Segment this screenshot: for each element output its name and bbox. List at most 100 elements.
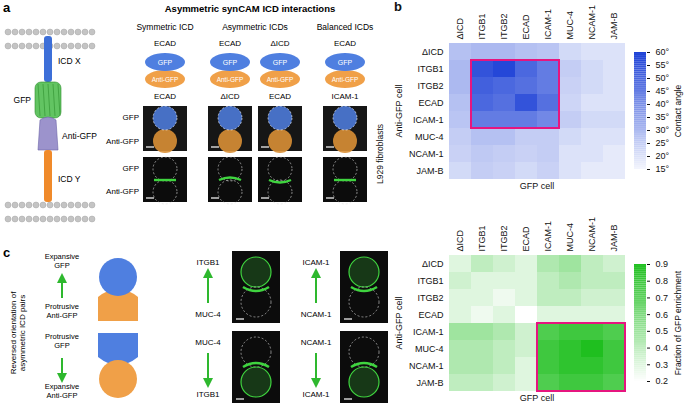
html-text:Anti-GFP cell: Anti-GFP cell [394, 296, 404, 349]
svg-text:ECAD: ECAD [154, 39, 176, 48]
svg-text:Anti-GFP: Anti-GFP [332, 76, 359, 83]
svg-text:Anti-GFP: Anti-GFP [106, 187, 139, 196]
svg-text:ICAM-1: ICAM-1 [413, 327, 444, 337]
svg-text:ITGB1: ITGB1 [477, 225, 487, 251]
svg-text:ECAD: ECAD [154, 92, 176, 101]
svg-text:NCAM-1: NCAM-1 [409, 361, 444, 371]
html-text:GFP cell: GFP cell [519, 181, 555, 191]
svg-text:35°: 35° [656, 112, 670, 122]
svg-text:Anti-GFP: Anti-GFP [267, 76, 294, 83]
svg-text:0.4: 0.4 [656, 343, 669, 353]
svg-text:0.6: 0.6 [656, 310, 669, 320]
svg-text:15°: 15° [656, 164, 670, 174]
svg-text:ITGB2: ITGB2 [499, 13, 509, 39]
svg-text:ITGB2: ITGB2 [417, 293, 443, 303]
svg-text:ICAM-1: ICAM-1 [413, 115, 444, 125]
svg-text:60°: 60° [656, 47, 670, 57]
svg-text:JAM-B: JAM-B [417, 166, 444, 176]
html-text:GFP cell: GFP cell [519, 393, 555, 403]
svg-text:0.7: 0.7 [656, 293, 669, 303]
svg-text:MUC-4: MUC-4 [415, 344, 444, 354]
svg-text:ΔICD: ΔICD [422, 259, 444, 269]
svg-text:ITGB2: ITGB2 [499, 225, 509, 251]
svg-text:GFP: GFP [273, 59, 288, 66]
svg-text:NCAM-1: NCAM-1 [587, 217, 597, 252]
svg-text:ExpansiveGFP: ExpansiveGFP [45, 252, 80, 270]
svg-text:GFP: GFP [14, 95, 32, 105]
svg-text:NCAM-1: NCAM-1 [301, 310, 332, 319]
svg-text:Anti-GFP: Anti-GFP [217, 76, 244, 83]
svg-text:MUC-4: MUC-4 [415, 132, 444, 142]
svg-text:Balanced ICDs: Balanced ICDs [317, 22, 374, 32]
svg-text:20°: 20° [656, 151, 670, 161]
svg-text:0.2: 0.2 [656, 376, 669, 386]
svg-text:ΔICD: ΔICD [455, 229, 465, 251]
svg-text:ITGB2: ITGB2 [417, 81, 443, 91]
html-text:Contact angle: Contact angle [673, 84, 683, 137]
svg-text:ΔICD: ΔICD [422, 47, 444, 57]
svg-text:ITGB1: ITGB1 [477, 13, 487, 39]
svg-text:ICAM-1: ICAM-1 [302, 390, 330, 399]
svg-text:ICAM-1: ICAM-1 [543, 9, 553, 40]
svg-text:ProtrusiveAnti-GFP: ProtrusiveAnti-GFP [45, 302, 79, 320]
html-text:Fraction of GFP enrichment: Fraction of GFP enrichment [673, 270, 683, 375]
svg-text:NCAM-1: NCAM-1 [409, 149, 444, 159]
svg-text:NCAM-1: NCAM-1 [301, 338, 332, 347]
svg-text:ITGB1: ITGB1 [417, 276, 443, 286]
svg-text:ΔICD: ΔICD [220, 92, 239, 101]
svg-text:GFP: GFP [123, 113, 139, 122]
svg-text:55°: 55° [656, 60, 670, 70]
svg-text:c: c [3, 245, 10, 260]
svg-text:GFP: GFP [223, 59, 238, 66]
svg-text:ECAD: ECAD [521, 226, 531, 252]
svg-text:45°: 45° [656, 86, 670, 96]
svg-text:0.5: 0.5 [656, 326, 669, 336]
svg-text:ΔICD: ΔICD [455, 17, 465, 39]
svg-text:Anti-GFP: Anti-GFP [62, 131, 97, 141]
svg-text:ITGB1: ITGB1 [196, 390, 220, 399]
svg-text:ECAD: ECAD [521, 14, 531, 40]
svg-text:ECAD: ECAD [418, 98, 444, 108]
svg-text:MUC-4: MUC-4 [565, 11, 575, 40]
svg-text:Symmetric ICD: Symmetric ICD [136, 22, 193, 32]
svg-text:ICAM-1: ICAM-1 [331, 92, 359, 101]
svg-text:ECAD: ECAD [418, 310, 444, 320]
svg-text:ECAD: ECAD [334, 39, 356, 48]
svg-text:Anti-GFP: Anti-GFP [106, 137, 139, 146]
svg-text:ICD X: ICD X [58, 56, 81, 66]
svg-text:MUC-4: MUC-4 [195, 310, 221, 319]
svg-text:ITGB1: ITGB1 [196, 258, 220, 267]
svg-text:ProtrusiveGFP: ProtrusiveGFP [45, 332, 79, 350]
svg-text:0.8: 0.8 [656, 276, 669, 286]
svg-text:ExpansiveAnti-GFP: ExpansiveAnti-GFP [45, 382, 80, 400]
svg-text:30°: 30° [656, 125, 670, 135]
svg-text:MUC-4: MUC-4 [565, 223, 575, 252]
svg-text:JAM-B: JAM-B [609, 225, 619, 252]
svg-text:a: a [3, 0, 11, 15]
svg-text:25°: 25° [656, 138, 670, 148]
svg-text:GFP: GFP [338, 59, 353, 66]
svg-text:Asymmetric ICDs: Asymmetric ICDs [222, 22, 288, 32]
svg-text:GFP: GFP [158, 59, 173, 66]
html-text:L929 fibroblasts: L929 fibroblasts [375, 124, 385, 184]
svg-text:ICAM-1: ICAM-1 [302, 258, 330, 267]
svg-text:ITGB1: ITGB1 [417, 64, 443, 74]
svg-text:ICAM-1: ICAM-1 [543, 221, 553, 252]
svg-text:0.9: 0.9 [656, 259, 669, 269]
svg-text:NCAM-1: NCAM-1 [587, 5, 597, 40]
svg-text:50°: 50° [656, 73, 670, 83]
html-text:Anti-GFP cell: Anti-GFP cell [394, 84, 404, 137]
svg-text:ECAD: ECAD [219, 39, 241, 48]
svg-text:ECAD: ECAD [269, 92, 291, 101]
svg-text:0.3: 0.3 [656, 360, 669, 370]
svg-text:Anti-GFP: Anti-GFP [152, 76, 179, 83]
svg-text:JAM-B: JAM-B [609, 13, 619, 40]
svg-text:Reversed orientation ofasymmet: Reversed orientation ofasymmetric ICD pa… [9, 291, 27, 374]
svg-text:MUC-4: MUC-4 [195, 338, 221, 347]
svg-text:40°: 40° [656, 99, 670, 109]
svg-text:ICD Y: ICD Y [58, 174, 81, 184]
svg-text:GFP: GFP [123, 164, 139, 173]
svg-text:ΔICD: ΔICD [270, 39, 289, 48]
svg-text:Asymmetric synCAM ICD interact: Asymmetric synCAM ICD interactions [165, 3, 336, 14]
svg-text:JAM-B: JAM-B [417, 378, 444, 388]
